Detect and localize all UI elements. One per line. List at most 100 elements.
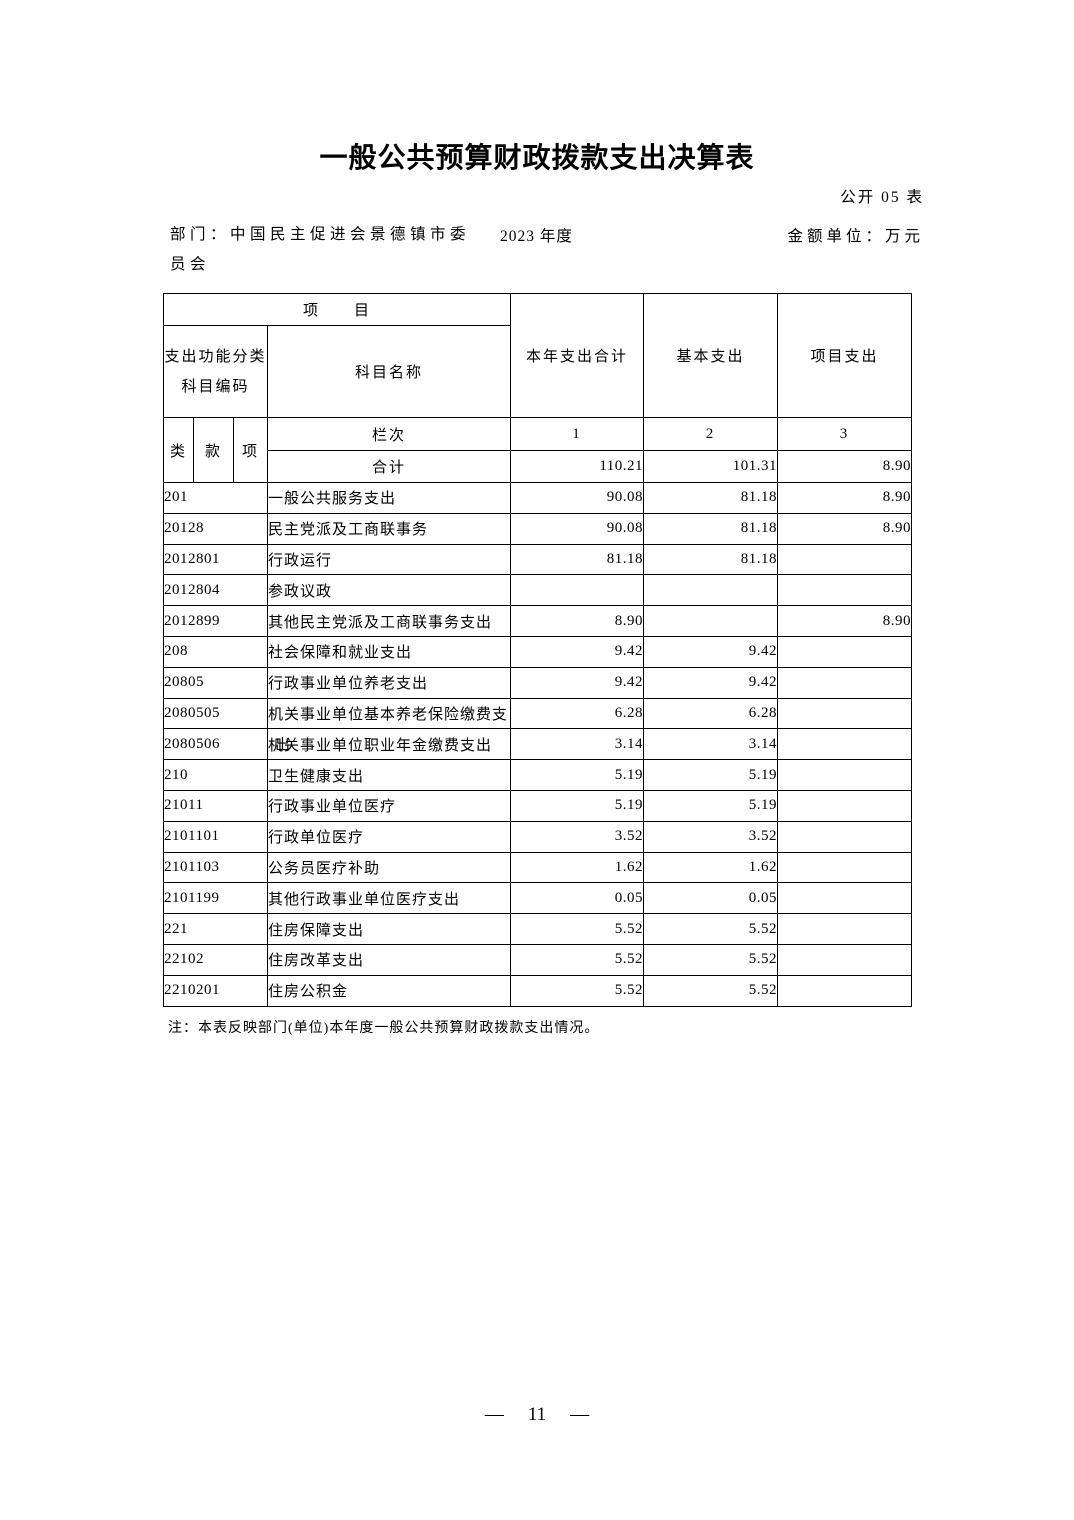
amount-year-total-cell: 9.42 — [510, 666, 645, 699]
subject-name-text: 其他民主党派及工商联事务支出 — [268, 614, 493, 631]
amount-year-total-cell: 9.42 — [510, 635, 645, 668]
table-row: 20805 行政事业单位养老支出 9.42 9.42 — [163, 666, 913, 699]
amount-basic-cell: 3.52 — [643, 820, 779, 853]
amount-basic-cell: 5.52 — [643, 913, 779, 945]
table-row: 210 卫生健康支出 5.19 5.19 — [163, 759, 913, 791]
amount-basic-cell: 5.19 — [643, 789, 779, 822]
subject-name-text: 住房公积金 — [268, 984, 349, 1001]
overlapping-char: 出 — [275, 737, 291, 754]
department-label: 部门：中国民主促进会景德镇市委 员会 — [170, 220, 472, 280]
amount-basic-cell: 9.42 — [643, 635, 779, 668]
amount-project-cell — [777, 882, 913, 915]
code-cell: 2101101 — [163, 820, 268, 853]
code-cell: 201 — [163, 482, 268, 514]
amount-basic-cell: 6.28 — [643, 697, 779, 730]
item-header: 项 — [233, 417, 268, 483]
code-cell: 221 — [163, 913, 268, 945]
table-row: 2210201 住房公积金 5.52 5.52 — [163, 974, 913, 1007]
amount-project-cell — [777, 820, 913, 853]
subject-name-text: 参政议政 — [268, 583, 333, 600]
header-row-project: 项 目 本年支出合计 基本支出 项目支出 — [162, 293, 913, 418]
page-number: — 11 — — [0, 1404, 1074, 1426]
amount-year-total-cell: 3.52 — [510, 820, 645, 853]
table-row: 2012801 行政运行 81.18 81.18 — [163, 543, 913, 576]
code-cell: 22102 — [163, 943, 268, 976]
code-group-line1: 支出功能分类 — [164, 348, 267, 365]
name-cell: 民主党派及工商联事务 — [266, 512, 512, 545]
footnote: 注：本表反映部门(单位)本年度一般公共预算财政拨款支出情况。 — [168, 1021, 600, 1036]
amount-year-total-cell: 8.90 — [510, 605, 645, 637]
amount-basic-cell: 5.52 — [643, 974, 779, 1007]
name-cell: 行政事业单位养老支出 — [266, 666, 512, 699]
name-cell: 一般公共服务支出 — [266, 482, 512, 514]
amount-year-total-cell: 3.14 — [510, 728, 645, 761]
subject-name-text: 行政单位医疗 — [268, 830, 365, 847]
amount-basic-cell: 5.52 — [643, 943, 779, 976]
subject-name-text: 住房改革支出 — [268, 953, 365, 970]
total-row-year-total: 110.21 — [510, 450, 645, 483]
col-header-basic: 基本支出 — [643, 293, 779, 418]
code-cell: 2210201 — [163, 974, 268, 1007]
code-group-line2: 科目编码 — [181, 378, 250, 395]
code-group-header: 支出功能分类 科目编码 — [163, 325, 268, 418]
table-row: 2101103 公务员医疗补助 1.62 1.62 — [163, 851, 913, 884]
code-cell: 2080505 — [163, 697, 268, 730]
name-cell: 行政事业单位医疗 — [266, 789, 512, 822]
total-row-label: 合计 — [266, 450, 512, 483]
amount-project-cell — [777, 666, 913, 699]
table-row: 2080505 机关事业单位基本养老保险缴费支 6.28 6.28 — [163, 697, 913, 730]
amount-unit-label: 金额单位：万元 — [787, 228, 924, 245]
table-row: 201 一般公共服务支出 90.08 81.18 8.90 — [163, 482, 913, 514]
amount-project-cell — [777, 759, 913, 791]
amount-year-total-cell: 5.19 — [510, 789, 645, 822]
total-row: 合计 110.21 101.31 8.90 — [164, 450, 913, 483]
code-cell: 2101103 — [163, 851, 268, 884]
amount-year-total-cell: 5.19 — [510, 759, 645, 791]
subject-name-text: 其他行政事业单位医疗支出 — [268, 891, 461, 908]
name-cell: 住房改革支出 — [266, 943, 512, 976]
rank-number-1: 1 — [510, 417, 645, 451]
subject-name-text: 行政事业单位养老支出 — [268, 676, 429, 693]
subject-name-text: 行政事业单位医疗 — [268, 799, 397, 816]
amount-basic-cell: 81.18 — [643, 482, 779, 514]
amount-project-cell — [777, 913, 913, 945]
amount-year-total-cell: 90.08 — [510, 482, 645, 514]
rank-number-3: 3 — [777, 417, 913, 451]
table-row: 2012899 其他民主党派及工商联事务支出 8.90 8.90 — [163, 605, 913, 637]
code-cell: 21011 — [163, 789, 268, 822]
subject-name-text: 行政运行 — [268, 552, 333, 569]
col-header-project: 项目支出 — [777, 293, 913, 418]
amount-project-cell — [777, 789, 913, 822]
subject-name-text: 机关事业单位基本养老保险缴费支 — [268, 706, 509, 723]
name-cell: 机关事业单位基本养老保险缴费支 — [266, 697, 512, 730]
total-row-project: 8.90 — [777, 450, 913, 483]
budget-table: 项 目 本年支出合计 基本支出 项目支出 支出功能分类 科目编码 科目名称 类 … — [162, 293, 913, 1007]
subject-name-header: 科目名称 — [266, 325, 512, 418]
table-row: 2012804 参政议政 — [163, 574, 913, 607]
department-line2: 员会 — [170, 256, 211, 273]
amount-year-total-cell: 6.28 — [510, 697, 645, 730]
name-cell: 卫生健康支出 — [266, 759, 512, 791]
name-cell: 社会保障和就业支出 — [266, 635, 512, 668]
subject-name-text: 卫生健康支出 — [268, 768, 365, 785]
code-cell: 2080506 — [163, 728, 268, 761]
amount-project-cell: 8.90 — [777, 482, 913, 514]
subject-name-text: 一般公共服务支出 — [268, 491, 397, 508]
rank-number-2: 2 — [643, 417, 779, 451]
name-cell: 其他民主党派及工商联事务支出 — [266, 605, 512, 637]
name-cell: 机关事业单位职业年金缴费支出出 — [266, 728, 512, 761]
name-cell: 参政议政 — [266, 574, 512, 607]
name-cell: 公务员医疗补助 — [266, 851, 512, 884]
amount-year-total-cell: 90.08 — [510, 512, 645, 545]
amount-basic-cell: 81.18 — [643, 512, 779, 545]
amount-project-cell: 8.90 — [777, 605, 913, 637]
name-cell: 住房公积金 — [266, 974, 512, 1007]
amount-year-total-cell: 0.05 — [510, 882, 645, 915]
subject-name-text: 民主党派及工商联事务 — [268, 522, 429, 539]
amount-year-total-cell: 5.52 — [510, 913, 645, 945]
amount-basic-cell: 3.14 — [643, 728, 779, 761]
amount-project-cell: 8.90 — [777, 512, 913, 545]
amount-basic-cell: 1.62 — [643, 851, 779, 884]
name-cell: 行政单位医疗 — [266, 820, 512, 853]
project-group-header: 项 目 — [162, 293, 512, 326]
